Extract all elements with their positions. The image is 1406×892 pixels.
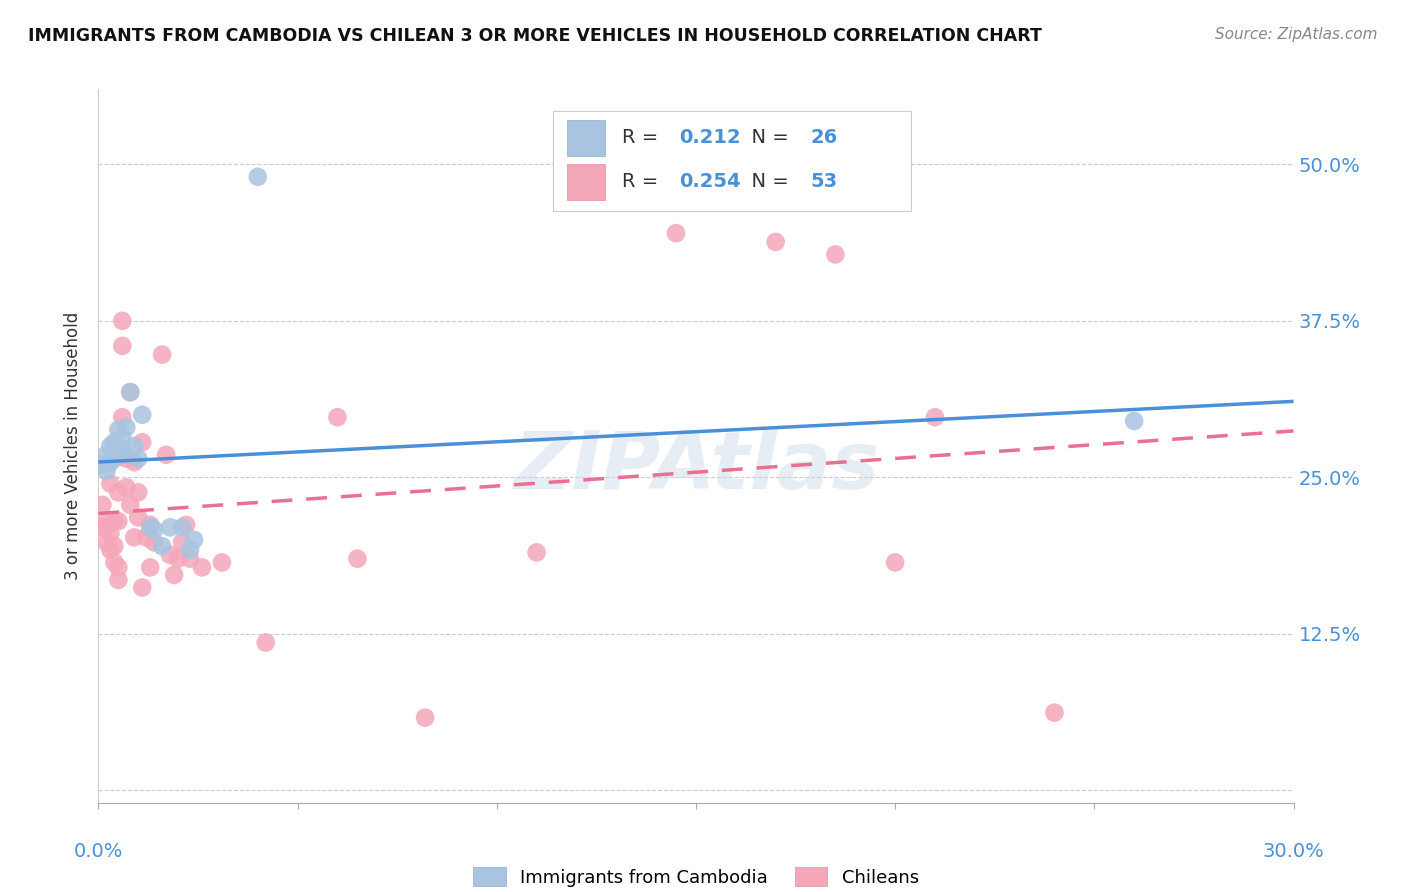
- Point: [124, 530, 146, 544]
- Point: [150, 348, 173, 362]
- FancyBboxPatch shape: [553, 111, 911, 211]
- Point: [96, 514, 118, 528]
- Point: [174, 517, 197, 532]
- Point: [103, 556, 125, 570]
- Point: [107, 485, 129, 500]
- Text: 0.0%: 0.0%: [73, 842, 124, 861]
- Text: 26: 26: [811, 128, 838, 147]
- Point: [91, 520, 114, 534]
- Text: R =: R =: [621, 172, 665, 192]
- Point: [120, 385, 142, 400]
- Text: 0.254: 0.254: [679, 172, 741, 192]
- Text: 53: 53: [811, 172, 838, 192]
- Point: [96, 535, 118, 549]
- Point: [163, 568, 186, 582]
- Point: [107, 445, 129, 459]
- Point: [103, 539, 125, 553]
- Point: [111, 314, 134, 328]
- Point: [413, 711, 436, 725]
- Point: [884, 556, 907, 570]
- Text: N =: N =: [740, 172, 794, 192]
- Point: [107, 560, 129, 574]
- Point: [131, 581, 153, 595]
- Point: [96, 464, 118, 478]
- Point: [107, 423, 129, 437]
- Text: Source: ZipAtlas.com: Source: ZipAtlas.com: [1215, 27, 1378, 42]
- Point: [183, 533, 205, 547]
- Point: [139, 520, 162, 534]
- Text: ZIPAtlas: ZIPAtlas: [513, 428, 879, 507]
- Point: [143, 535, 166, 549]
- Point: [211, 556, 233, 570]
- Point: [91, 458, 114, 472]
- Point: [131, 435, 153, 450]
- Text: N =: N =: [740, 128, 794, 147]
- Point: [127, 451, 149, 466]
- Point: [135, 530, 157, 544]
- Point: [246, 169, 269, 184]
- Text: 0.212: 0.212: [679, 128, 741, 147]
- Point: [100, 526, 122, 541]
- Point: [124, 455, 146, 469]
- Point: [159, 520, 181, 534]
- Legend: Immigrants from Cambodia, Chileans: Immigrants from Cambodia, Chileans: [472, 867, 920, 887]
- Point: [139, 560, 162, 574]
- Point: [167, 551, 190, 566]
- Point: [100, 542, 122, 557]
- Point: [143, 523, 166, 537]
- Point: [254, 635, 277, 649]
- Point: [155, 448, 177, 462]
- Point: [115, 420, 138, 434]
- Point: [131, 408, 153, 422]
- Point: [96, 520, 118, 534]
- Point: [103, 514, 125, 528]
- Point: [326, 410, 349, 425]
- Point: [172, 535, 194, 549]
- Point: [111, 410, 134, 425]
- Point: [346, 551, 368, 566]
- Point: [150, 539, 173, 553]
- Point: [924, 410, 946, 425]
- Point: [96, 448, 118, 462]
- Point: [111, 442, 134, 457]
- Point: [179, 542, 201, 557]
- Point: [107, 573, 129, 587]
- Point: [159, 548, 181, 562]
- Point: [100, 439, 122, 453]
- Point: [111, 430, 134, 444]
- Point: [120, 498, 142, 512]
- Point: [124, 439, 146, 453]
- Point: [100, 455, 122, 469]
- Bar: [567, 120, 605, 155]
- Point: [765, 235, 787, 249]
- Point: [115, 451, 138, 466]
- Point: [115, 448, 138, 462]
- Point: [179, 551, 201, 566]
- Point: [103, 451, 125, 466]
- Point: [115, 480, 138, 494]
- Text: IMMIGRANTS FROM CAMBODIA VS CHILEAN 3 OR MORE VEHICLES IN HOUSEHOLD CORRELATION : IMMIGRANTS FROM CAMBODIA VS CHILEAN 3 OR…: [28, 27, 1042, 45]
- Text: R =: R =: [621, 128, 665, 147]
- Point: [107, 514, 129, 528]
- Point: [91, 498, 114, 512]
- Point: [111, 339, 134, 353]
- Point: [127, 485, 149, 500]
- Bar: [567, 164, 605, 200]
- Point: [127, 510, 149, 524]
- Point: [120, 385, 142, 400]
- Point: [139, 517, 162, 532]
- Point: [1123, 414, 1146, 428]
- Point: [526, 545, 548, 559]
- Text: 30.0%: 30.0%: [1263, 842, 1324, 861]
- Point: [100, 476, 122, 491]
- Point: [824, 247, 846, 261]
- Point: [103, 435, 125, 450]
- Point: [172, 520, 194, 534]
- Y-axis label: 3 or more Vehicles in Household: 3 or more Vehicles in Household: [65, 312, 83, 580]
- Point: [191, 560, 214, 574]
- Point: [1043, 706, 1066, 720]
- Point: [665, 226, 688, 240]
